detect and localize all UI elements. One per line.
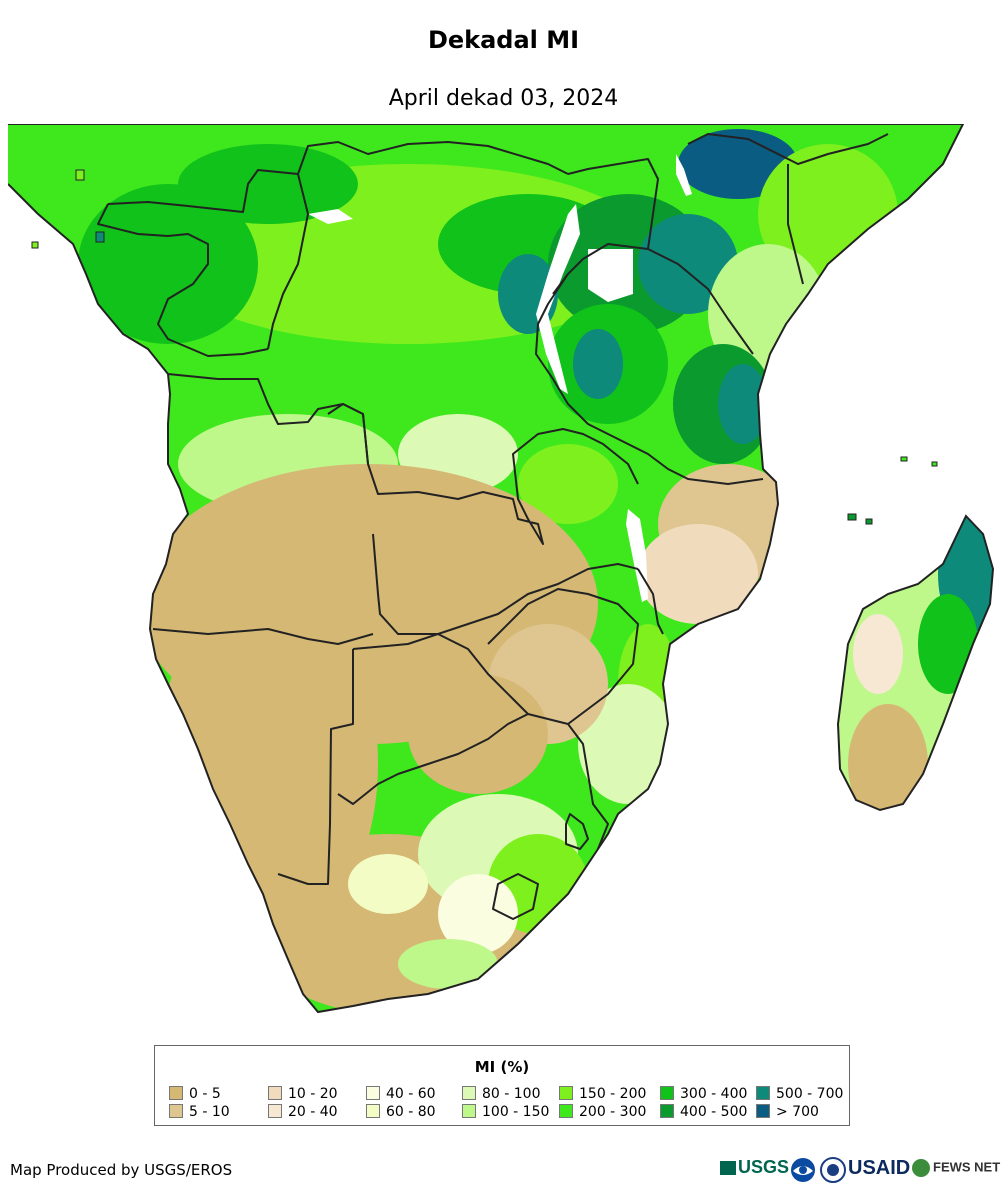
legend-label: 60 - 80: [386, 1104, 436, 1120]
legend-swatch: [366, 1086, 380, 1100]
legend-swatch: [660, 1104, 674, 1118]
legend-label: 100 - 150: [482, 1104, 550, 1120]
legend-item: 10 - 20: [268, 1086, 338, 1102]
legend-item: > 700: [756, 1104, 819, 1120]
legend-item: 80 - 100: [462, 1086, 541, 1102]
legend-swatch: [756, 1104, 770, 1118]
legend-label: 400 - 500: [680, 1104, 748, 1120]
legend-item: 0 - 5: [169, 1086, 221, 1102]
usgs-logo: USGS: [720, 1157, 789, 1178]
legend-label: 20 - 40: [288, 1104, 338, 1120]
legend-swatch: [268, 1104, 282, 1118]
legend-item: 400 - 500: [660, 1104, 747, 1120]
legend-label: 80 - 100: [482, 1086, 541, 1102]
legend-swatch: [366, 1104, 380, 1118]
legend-label: 200 - 300: [579, 1104, 647, 1120]
legend-item: 200 - 300: [559, 1104, 646, 1120]
legend-item: 100 - 150: [462, 1104, 549, 1120]
credit-text: Map Produced by USGS/EROS: [10, 1161, 233, 1179]
legend-swatch: [660, 1086, 674, 1100]
legend-swatch: [169, 1086, 183, 1100]
legend-item: 500 - 700: [756, 1086, 843, 1102]
fewsnet-logo: FEWS NET: [912, 1159, 1000, 1177]
legend-swatch: [462, 1086, 476, 1100]
legend-swatch: [462, 1104, 476, 1118]
noaa-logo: [790, 1157, 816, 1188]
legend-label: 300 - 400: [680, 1086, 748, 1102]
usaid-logo: USAID: [848, 1157, 911, 1179]
legend-swatch: [268, 1086, 282, 1100]
legend-item: 5 - 10: [169, 1104, 230, 1120]
map-subtitle: April dekad 03, 2024: [388, 86, 619, 111]
legend: MI (%) 0 - 5 5 - 10 10 - 20 20 - 40 40 - 60 6…: [154, 1045, 850, 1126]
legend-item: 20 - 40: [268, 1104, 338, 1120]
legend-item: 300 - 400: [660, 1086, 747, 1102]
legend-item: 60 - 80: [366, 1104, 436, 1120]
legend-item: 150 - 200: [559, 1086, 646, 1102]
map-title: Dekadal MI: [427, 26, 580, 54]
legend-swatch: [559, 1086, 573, 1100]
legend-label: 40 - 60: [386, 1086, 436, 1102]
agency-logos: USGS USAID FEWS NET: [720, 1155, 1002, 1187]
legend-swatch: [559, 1104, 573, 1118]
legend-label: > 700: [776, 1104, 819, 1120]
legend-item: 40 - 60: [366, 1086, 436, 1102]
legend-label: 500 - 700: [776, 1086, 844, 1102]
legend-label: 10 - 20: [288, 1086, 338, 1102]
legend-label: 150 - 200: [579, 1086, 647, 1102]
mi-map: [8, 124, 995, 1014]
legend-label: 0 - 5: [189, 1086, 221, 1102]
legend-swatch: [756, 1086, 770, 1100]
doi-seal-logo: [820, 1157, 846, 1188]
legend-label: 5 - 10: [189, 1104, 230, 1120]
legend-swatch: [169, 1104, 183, 1118]
legend-title: MI (%): [474, 1058, 530, 1076]
